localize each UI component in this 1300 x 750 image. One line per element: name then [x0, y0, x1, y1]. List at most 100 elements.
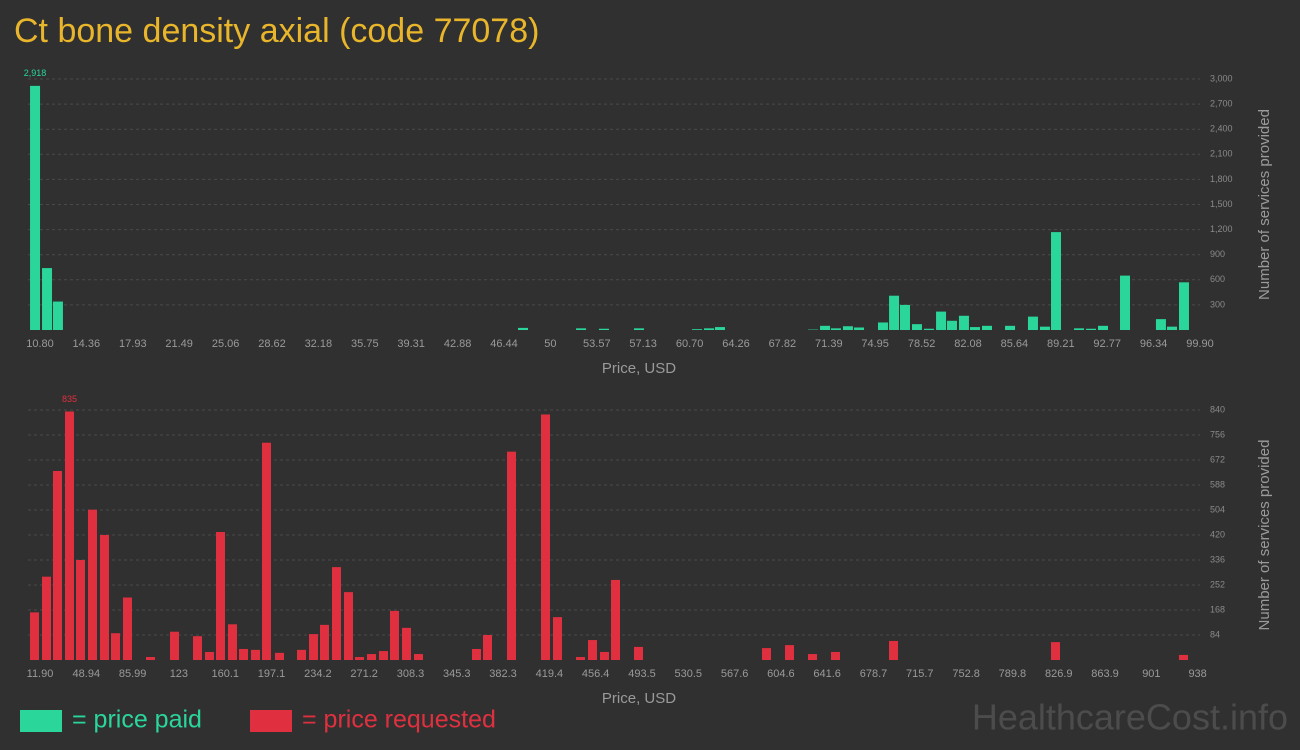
bar: [216, 532, 225, 660]
x-tick-label: 57.13: [629, 338, 657, 350]
bar: [598, 328, 609, 330]
bar: [842, 326, 853, 330]
y-tick-label: 600: [1210, 274, 1225, 284]
page-title: Ct bone density axial (code 77078): [14, 12, 539, 50]
bar: [923, 328, 934, 330]
bar: [309, 634, 318, 660]
bar: [704, 328, 715, 330]
x-tick-label: 11.90: [27, 668, 54, 680]
watermark: HealthcareCost.info: [972, 697, 1288, 738]
bar: [297, 649, 306, 660]
bar: [414, 654, 423, 660]
bar: [808, 654, 817, 660]
bar: [576, 657, 585, 660]
x-tick-label: 14.36: [73, 338, 101, 350]
bar: [785, 645, 794, 660]
y-tick-label: 3,000: [1210, 73, 1233, 83]
bar: [982, 325, 993, 330]
y-tick-label: 756: [1210, 429, 1225, 439]
bar: [344, 592, 353, 660]
y-tick-label: 168: [1210, 604, 1225, 614]
bar: [76, 560, 85, 660]
bar: [262, 442, 271, 660]
x-tick-label: 89.21: [1047, 338, 1075, 350]
x-tick-label: 271.2: [350, 668, 378, 680]
x-tick-label: 901: [1142, 668, 1160, 680]
bar: [251, 649, 260, 660]
value-label: 2,918: [24, 68, 47, 78]
y-axis-label: Number of services provided: [1256, 109, 1273, 300]
x-tick-label: 123: [170, 668, 188, 680]
x-tick-label: 234.2: [304, 668, 332, 680]
bar: [88, 509, 97, 660]
x-tick-label: 678.7: [860, 668, 888, 680]
bar: [275, 652, 284, 660]
bar: [1086, 328, 1097, 330]
bar: [1178, 282, 1189, 330]
x-tick-label: 456.4: [582, 668, 610, 680]
bar: [472, 648, 481, 660]
bar: [611, 579, 620, 660]
x-tick-label: 39.31: [397, 338, 425, 350]
x-tick-label: 85.99: [119, 668, 147, 680]
bar: [42, 576, 51, 660]
x-tick-label: 641.6: [813, 668, 841, 680]
legend-swatch: [250, 710, 292, 732]
bar: [553, 617, 562, 660]
x-tick-label: 74.95: [861, 338, 889, 350]
y-tick-label: 672: [1210, 454, 1225, 464]
bar: [970, 327, 981, 330]
bar: [228, 624, 237, 660]
bar: [170, 631, 179, 660]
bar: [402, 627, 411, 660]
x-tick-label: 938: [1188, 668, 1206, 680]
bar: [53, 471, 62, 660]
bar: [889, 640, 898, 660]
bar: [1179, 654, 1188, 660]
x-tick-label: 32.18: [305, 338, 333, 350]
y-axis-label: Number of services provided: [1256, 440, 1273, 631]
x-tick-label: 863.9: [1091, 668, 1119, 680]
bar: [367, 654, 376, 660]
bar: [146, 657, 155, 660]
x-tick-label: 382.3: [489, 668, 517, 680]
y-tick-label: 2,100: [1210, 149, 1233, 159]
x-axis-label: Price, USD: [602, 360, 676, 377]
bar: [65, 411, 74, 660]
legend-label: = price paid: [72, 706, 202, 734]
bar: [123, 597, 132, 660]
bar: [1098, 325, 1109, 330]
bar: [42, 268, 53, 330]
x-tick-label: 99.90: [1186, 338, 1214, 350]
bar: [52, 301, 63, 330]
bar: [1167, 326, 1178, 330]
x-tick-label: 48.94: [73, 668, 101, 680]
bar: [332, 567, 341, 660]
bar: [936, 311, 947, 330]
bar: [379, 651, 388, 660]
x-tick-label: 419.4: [536, 668, 564, 680]
bar: [30, 85, 41, 331]
x-tick-label: 197.1: [258, 668, 286, 680]
x-tick-label: 92.77: [1093, 338, 1121, 350]
bar: [762, 648, 771, 660]
x-tick-label: 715.7: [906, 668, 934, 680]
bar: [507, 451, 516, 660]
x-tick-label: 82.08: [954, 338, 982, 350]
bar: [1027, 316, 1038, 330]
bar: [911, 324, 922, 330]
y-tick-label: 840: [1210, 404, 1225, 414]
y-tick-label: 504: [1210, 504, 1225, 514]
y-tick-label: 300: [1210, 299, 1225, 309]
x-tick-label: 752.8: [952, 668, 980, 680]
bar: [320, 624, 329, 660]
bar: [889, 295, 900, 330]
bar: [1039, 326, 1050, 330]
x-tick-label: 308.3: [397, 668, 425, 680]
y-tick-label: 336: [1210, 554, 1225, 564]
x-tick-label: 10.80: [26, 338, 54, 350]
bar: [1074, 328, 1085, 330]
x-tick-label: 826.9: [1045, 668, 1073, 680]
x-tick-label: 25.06: [212, 338, 240, 350]
y-tick-label: 900: [1210, 249, 1225, 259]
